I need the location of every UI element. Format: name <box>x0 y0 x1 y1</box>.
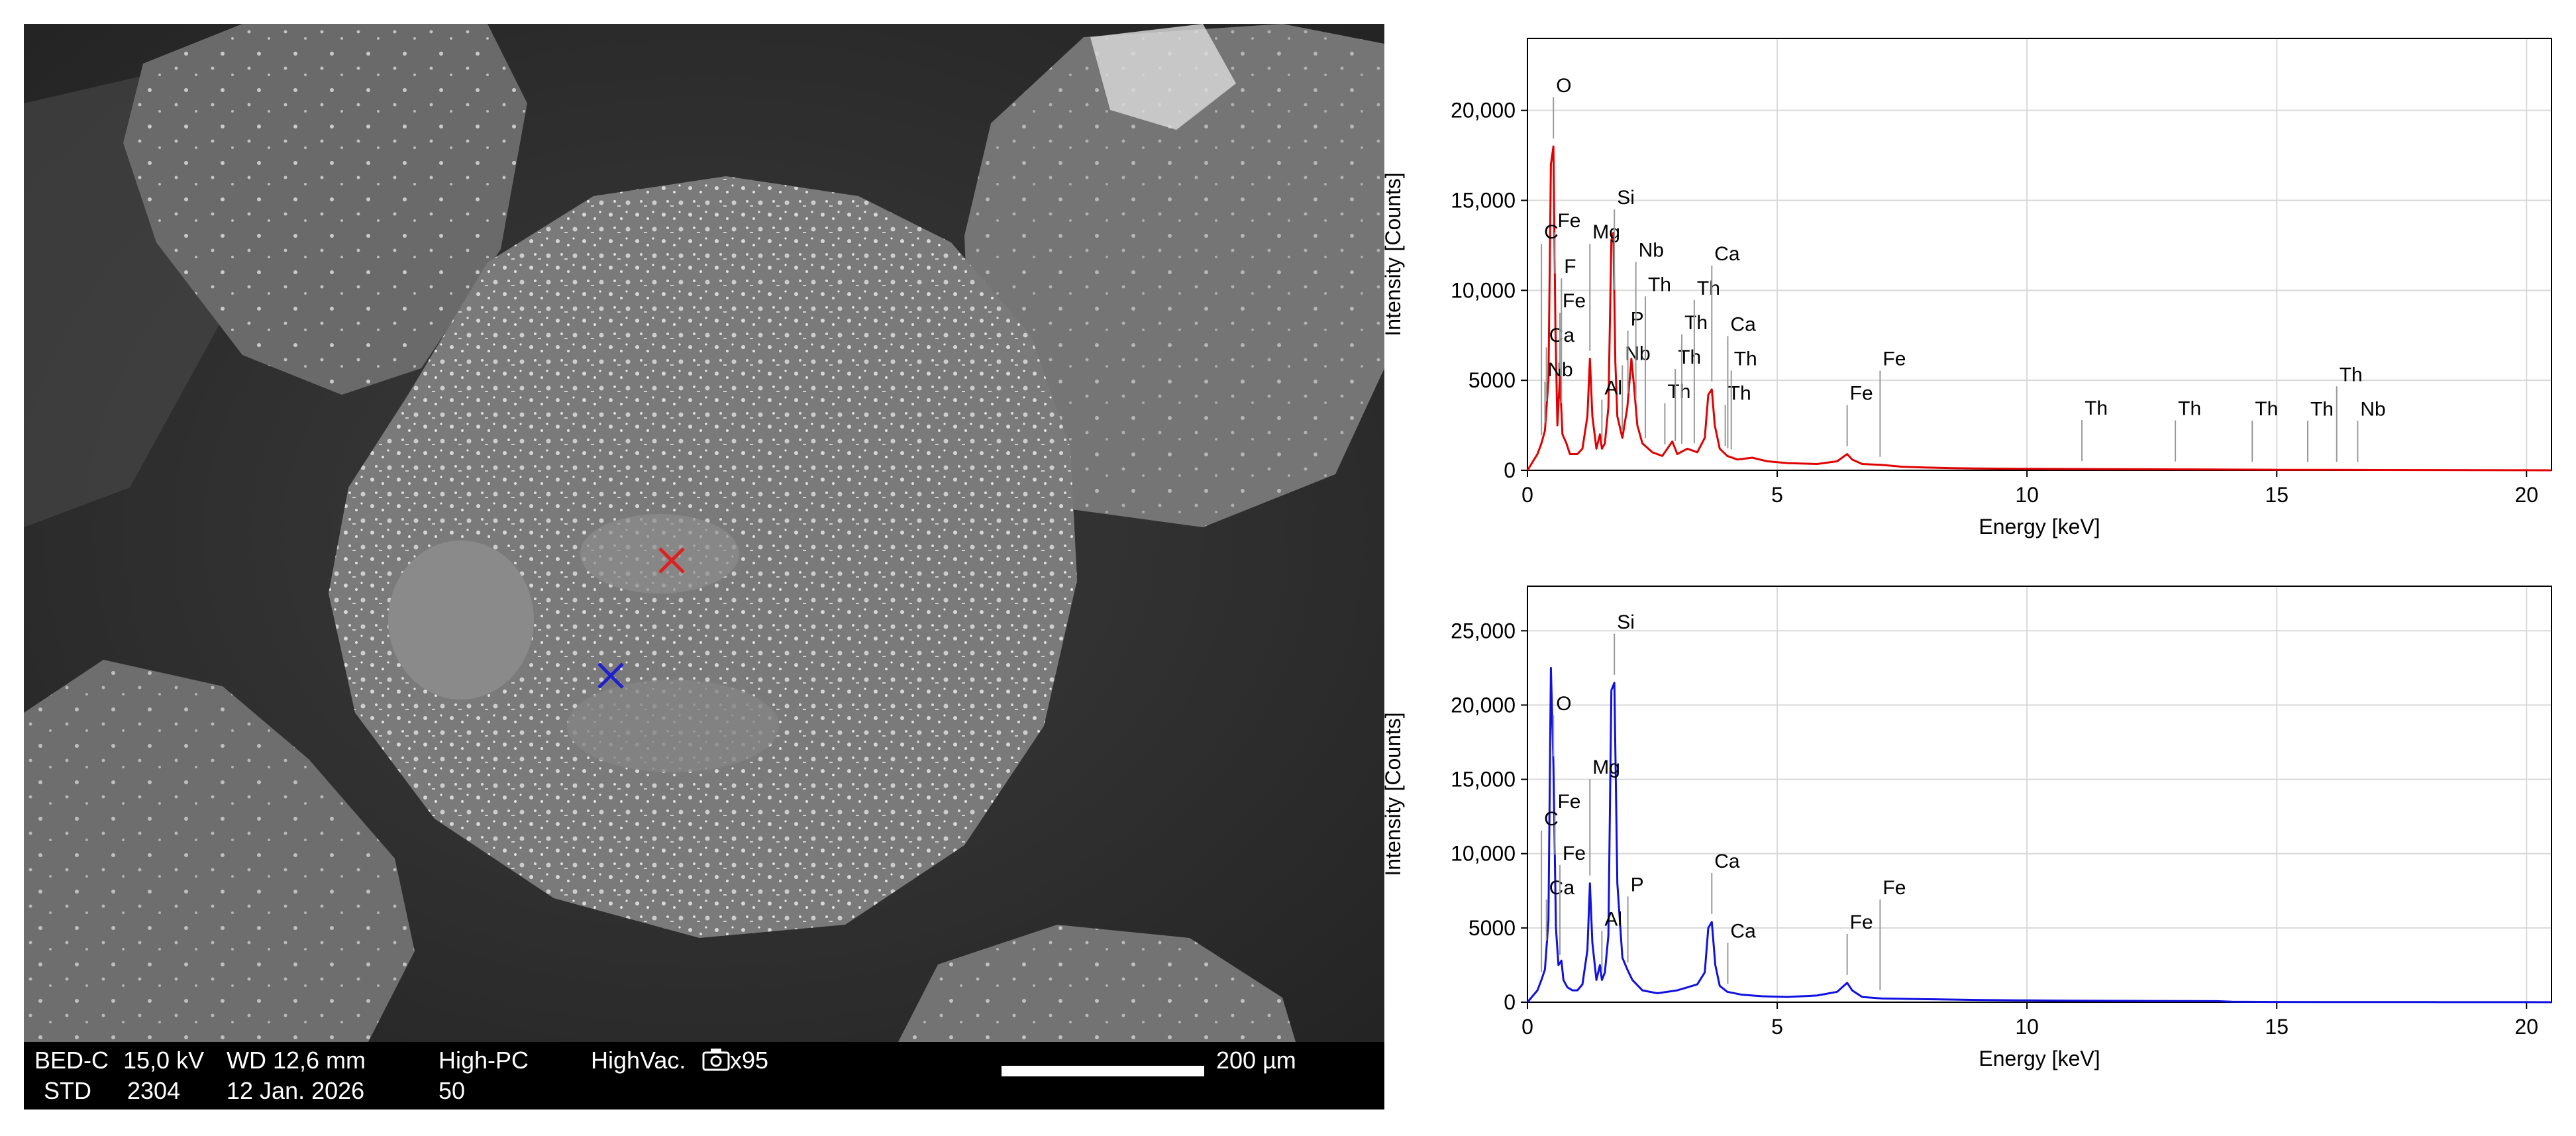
peak-label: P <box>1631 874 1644 896</box>
peak-label: Fe <box>1563 290 1586 312</box>
peak-label: Si <box>1617 611 1635 633</box>
red-marker <box>658 547 685 574</box>
peak-label: O <box>1556 693 1571 715</box>
peak-label: Th <box>1667 381 1690 403</box>
peak-label: Ca <box>1730 313 1756 335</box>
plot-frame <box>1527 586 2552 1003</box>
detector-label: BED-C <box>34 1047 109 1074</box>
y-axis-label: Intensity [Counts] <box>1384 172 1405 336</box>
spot-label: 50 <box>438 1077 466 1104</box>
peak-label: P <box>1631 308 1644 330</box>
peak-label: Al <box>1604 377 1622 399</box>
x-tick-label: 10 <box>2015 1015 2039 1039</box>
y-tick-label: 5000 <box>1468 916 1516 940</box>
y-tick-label: 20,000 <box>1451 99 1516 123</box>
peak-label: Fe <box>1882 348 1906 370</box>
y-tick-label: 20,000 <box>1451 693 1516 717</box>
y-tick-label: 0 <box>1504 990 1516 1014</box>
mode-label: High-PC <box>438 1047 529 1074</box>
spectrum-series-line <box>1526 666 2552 1004</box>
peak-label: Th <box>1684 312 1708 334</box>
plot-frame <box>1527 38 2552 471</box>
x-tick-label: 5 <box>1771 1015 1783 1039</box>
y-tick-label: 0 <box>1504 458 1516 482</box>
y-tick-label: 25,000 <box>1451 619 1516 643</box>
peak-label: Fe <box>1557 791 1580 813</box>
peak-label: Th <box>1697 278 1720 299</box>
peak-label: Ca <box>1714 243 1740 265</box>
peak-label: Nb <box>2360 398 2385 420</box>
camera-icon <box>702 1047 730 1076</box>
peak-label: Nb <box>1625 342 1650 364</box>
peak-label: F <box>1564 256 1576 278</box>
y-tick-label: 15,000 <box>1451 189 1516 213</box>
x-tick-label: 15 <box>2265 1015 2289 1039</box>
peak-label: Ca <box>1549 877 1575 899</box>
x-tick-label: 0 <box>1521 1015 1533 1039</box>
scale-bar-label: 200 µm <box>1216 1047 1296 1074</box>
peak-label: C <box>1544 808 1559 830</box>
peak-label: Th <box>1734 348 1757 370</box>
peak-label: Fe <box>1557 210 1580 232</box>
x-tick-label: 5 <box>1771 483 1783 507</box>
y-tick-label: 10,000 <box>1451 842 1516 866</box>
y-axis-label: Intensity [Counts] <box>1384 712 1405 876</box>
eds-spectrum-top: 0 5 10 15 20 0 5000 10,000 15,000 20,000 Energy [k… <box>1384 38 2552 539</box>
y-tick-label: 10,000 <box>1451 278 1516 302</box>
image-id-label: 2304 <box>127 1077 181 1104</box>
peak-label: Fe <box>1850 911 1873 933</box>
x-axis-label: Energy [keV] <box>1979 1047 2100 1070</box>
scale-bar <box>1002 1066 1204 1076</box>
peak-label: Th <box>2178 398 2201 420</box>
x-tick-label: 0 <box>1521 483 1533 507</box>
peak-label: Ca <box>1714 851 1740 872</box>
peak-label: Ca <box>1730 920 1756 942</box>
peak-label: Fe <box>1563 843 1586 864</box>
x-tick-label: 20 <box>2514 483 2538 507</box>
peak-label: Mg <box>1592 221 1620 243</box>
peak-label: O <box>1556 75 1571 97</box>
peak-label: Th <box>2310 398 2334 420</box>
sem-micrograph-panel: BED-C 15,0 kV WD 12,6 mm High-PC HighVac… <box>24 24 1384 1110</box>
y-tick-label: 15,000 <box>1451 768 1516 792</box>
peak-label: Th <box>2085 397 2108 419</box>
date-label: 12 Jan. 2026 <box>227 1077 365 1104</box>
vacuum-label: HighVac. <box>591 1047 686 1074</box>
peak-label: C <box>1544 221 1559 243</box>
peak-label: Al <box>1604 908 1622 930</box>
voltage-label: 15,0 kV <box>123 1047 205 1074</box>
spectrum-series-line <box>1526 145 2552 472</box>
peak-label: Mg <box>1592 756 1620 778</box>
peak-label: Fe <box>1882 877 1906 899</box>
y-tick-label: 5000 <box>1468 368 1516 392</box>
magnification-label: x95 <box>730 1047 769 1074</box>
x-tick-label: 10 <box>2015 483 2039 507</box>
peak-label: Th <box>2255 398 2278 420</box>
eds-spectrum-bottom: 0 5 10 15 20 0 5000 10,000 15,000 20,000 25,000 Ene… <box>1384 586 2552 1070</box>
sem-micrograph-image <box>24 24 1384 1042</box>
peak-label: Th <box>1648 274 1671 295</box>
blue-marker <box>597 662 624 689</box>
x-axis-label: Energy [keV] <box>1979 515 2100 539</box>
peak-label: Nb <box>1639 239 1664 261</box>
peak-label: Fe <box>1850 383 1873 405</box>
x-tick-label: 15 <box>2265 483 2289 507</box>
peak-label: Si <box>1617 187 1635 209</box>
peak-label: Th <box>2340 364 2363 386</box>
x-tick-label: 20 <box>2514 1015 2538 1039</box>
sem-info-bar: BED-C 15,0 kV WD 12,6 mm High-PC HighVac… <box>24 1042 1384 1110</box>
working-distance-label: WD 12,6 mm <box>227 1047 366 1074</box>
std-label: STD <box>44 1077 91 1104</box>
